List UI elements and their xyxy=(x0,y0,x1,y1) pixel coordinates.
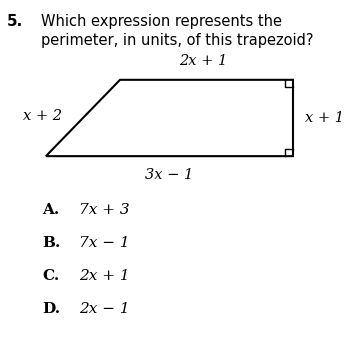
Text: Which expression represents the: Which expression represents the xyxy=(41,14,282,29)
Text: 2x − 1: 2x − 1 xyxy=(79,302,130,316)
Text: x + 2: x + 2 xyxy=(23,109,62,123)
Text: 2x + 1: 2x + 1 xyxy=(79,269,130,283)
Text: x + 1: x + 1 xyxy=(305,111,344,125)
Text: 5.: 5. xyxy=(7,14,23,29)
Text: D.: D. xyxy=(42,302,60,316)
Text: perimeter, in units, of this trapezoid?: perimeter, in units, of this trapezoid? xyxy=(41,33,313,48)
Text: C.: C. xyxy=(42,269,60,283)
Text: B.: B. xyxy=(42,236,61,250)
Text: 7x + 3: 7x + 3 xyxy=(79,203,130,217)
Text: 2x + 1: 2x + 1 xyxy=(179,54,227,68)
Text: 3x − 1: 3x − 1 xyxy=(145,168,193,182)
Text: 7x − 1: 7x − 1 xyxy=(79,236,130,250)
Text: A.: A. xyxy=(42,203,60,217)
